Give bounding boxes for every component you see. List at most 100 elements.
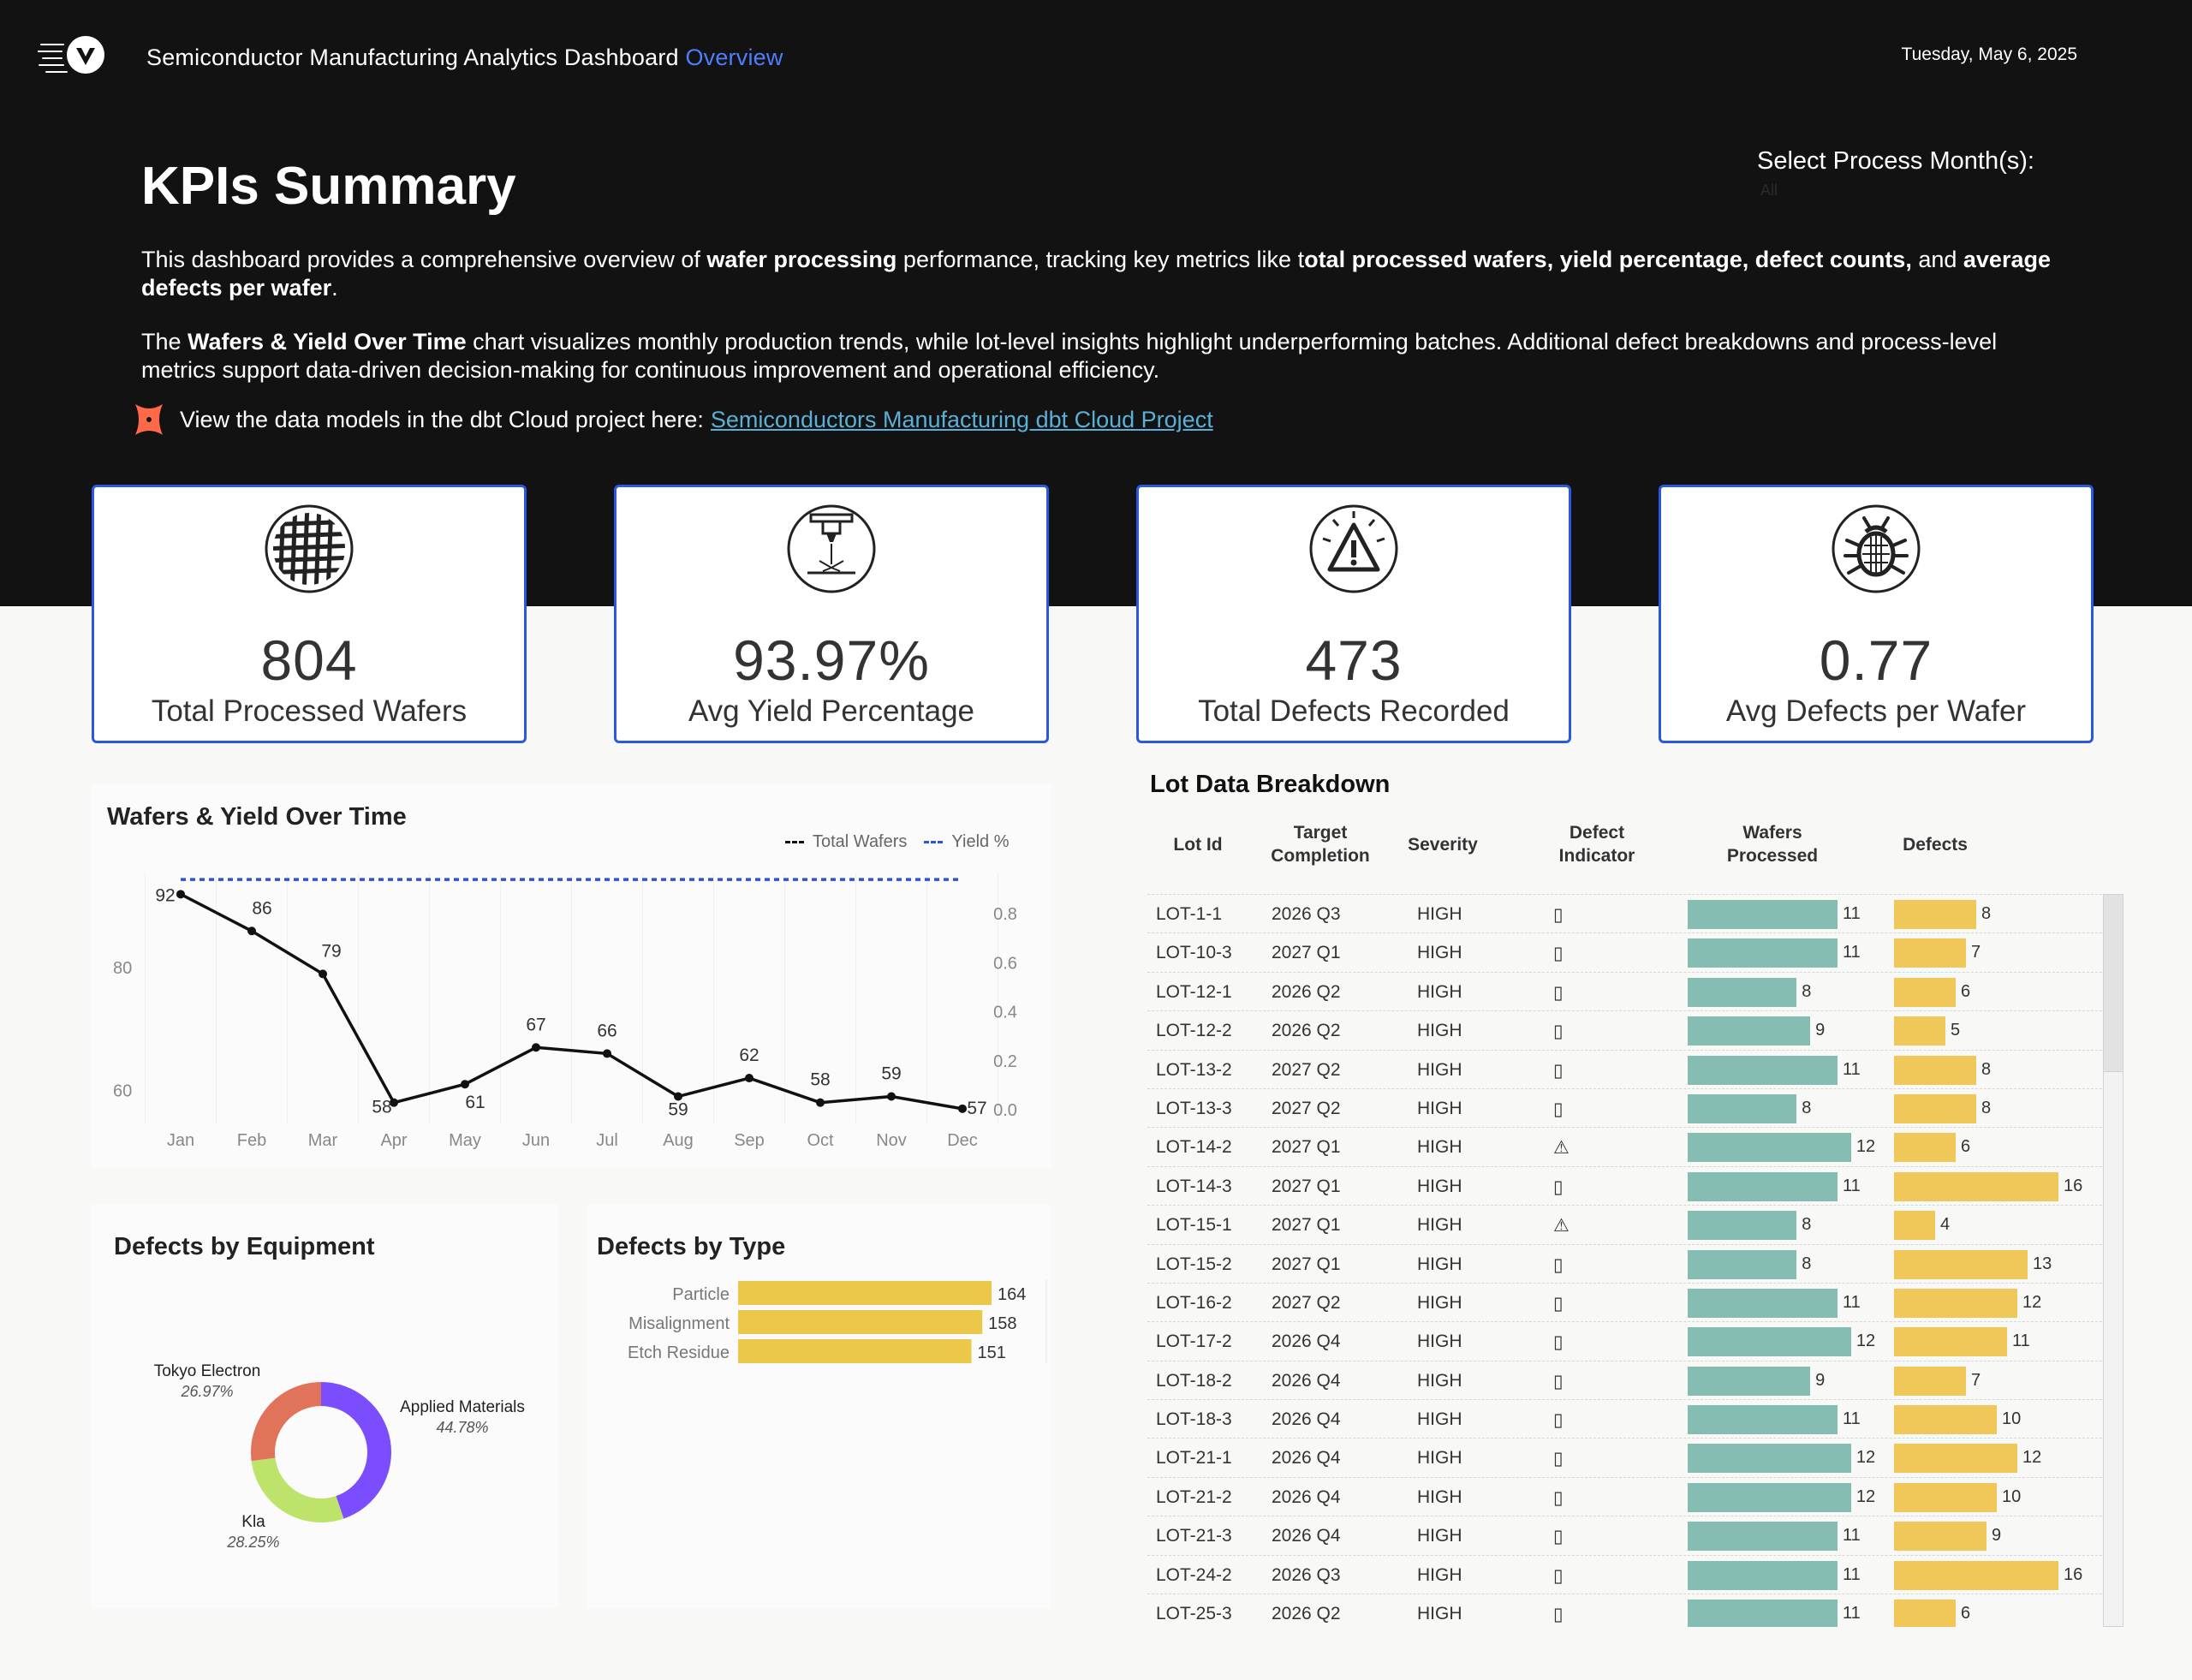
table-row[interactable]: LOT-13-3 2027 Q2 HIGH ▯ 8 8	[1147, 1087, 2102, 1127]
lot-table-scrollbar[interactable]	[2103, 894, 2124, 1627]
defects-bar	[1894, 1288, 2017, 1318]
month-filter-select[interactable]: All	[1760, 182, 1778, 199]
table-row[interactable]: LOT-12-1 2026 Q2 HIGH ▯ 8 6	[1147, 971, 2102, 1010]
table-row[interactable]: LOT-18-2 2026 Q4 HIGH ▯ 9 7	[1147, 1360, 2102, 1399]
defect-indicator-cell: ▯	[1553, 1565, 1564, 1586]
lot-id-cell: LOT-21-2	[1156, 1486, 1232, 1507]
table-row[interactable]: LOT-24-2 2026 Q3 HIGH ▯ 11 16	[1147, 1554, 2102, 1594]
table-row[interactable]: LOT-13-2 2027 Q2 HIGH ▯ 11 8	[1147, 1049, 2102, 1088]
wafers-processed-value: 11	[1843, 1604, 1861, 1623]
wafers-processed-value: 11	[1843, 1564, 1861, 1584]
defects-bar	[1894, 1093, 1976, 1123]
lot-id-cell: LOT-21-3	[1156, 1526, 1232, 1546]
x-tick-label: Sep	[734, 1131, 765, 1150]
table-row[interactable]: LOT-25-3 2026 Q2 HIGH ▯ 11 6	[1147, 1594, 2102, 1627]
x-tick-label: Nov	[876, 1131, 907, 1150]
wafers-processed-value: 8	[1802, 1215, 1812, 1235]
defect-indicator-cell: ▯	[1553, 1254, 1564, 1275]
defects-bar	[1894, 1522, 1986, 1552]
lot-id-cell: LOT-17-2	[1156, 1331, 1232, 1352]
col-header-wafers-processed[interactable]: Wafers Processed	[1726, 823, 1819, 866]
app-title: Semiconductor Manufacturing Analytics Da…	[146, 45, 783, 71]
defects-bar	[1894, 1444, 2017, 1474]
target-completion-cell: 2027 Q1	[1272, 1215, 1341, 1236]
target-completion-cell: 2026 Q4	[1272, 1526, 1341, 1546]
lot-id-cell: LOT-18-2	[1156, 1370, 1232, 1391]
defects-bar	[1894, 1482, 1997, 1512]
x-tick-label: May	[449, 1131, 481, 1150]
table-row[interactable]: LOT-1-1 2026 Q3 HIGH ▯ 11 8	[1147, 894, 2102, 932]
wafers-processed-value: 8	[1802, 1254, 1812, 1273]
dbt-logo-icon	[135, 404, 163, 435]
table-row[interactable]: LOT-14-3 2027 Q1 HIGH ▯ 11 16	[1147, 1165, 2102, 1205]
defects-value: 10	[2002, 1486, 2022, 1506]
col-header-target-completion[interactable]: Target Completion	[1271, 823, 1370, 866]
donut-slice	[321, 1382, 391, 1519]
target-completion-cell: 2027 Q2	[1272, 1292, 1341, 1313]
wafers-processed-value: 11	[1843, 1059, 1861, 1079]
table-row[interactable]: LOT-15-2 2027 Q1 HIGH ▯ 8 13	[1147, 1243, 2102, 1283]
target-completion-cell: 2027 Q2	[1272, 1059, 1341, 1080]
defect-type-label: Particle	[672, 1285, 730, 1304]
wafers-yield-chart: Jan Feb Mar Apr May Jun Jul Aug Sep Oct Nov Dec 60 80…	[113, 873, 1017, 1150]
lot-id-cell: LOT-10-3	[1156, 943, 1232, 963]
wafers-processed-value: 12	[1855, 1486, 1876, 1506]
defects-bar	[1894, 1366, 1966, 1396]
table-row[interactable]: LOT-10-3 2027 Q1 HIGH ▯ 11 7	[1147, 932, 2102, 971]
right-axis-tick: 0.4	[993, 1004, 1017, 1022]
col-header-defect-indicator[interactable]: Defect Indicator	[1558, 823, 1635, 866]
table-row[interactable]: LOT-16-2 2027 Q2 HIGH ▯ 11 12	[1147, 1282, 2102, 1321]
x-tick-label: Mar	[308, 1131, 338, 1150]
table-row[interactable]: LOT-15-1 2027 Q1 HIGH ⚠ 8 4	[1147, 1205, 2102, 1243]
wafers-processed-value: 9	[1815, 1370, 1826, 1390]
table-row[interactable]: LOT-21-3 2026 Q4 HIGH ▯ 11 9	[1147, 1516, 2102, 1554]
kpi-card-total-defects: 473 Total Defects Recorded	[1136, 485, 1571, 743]
lot-id-cell: LOT-13-2	[1156, 1059, 1232, 1080]
x-tick-label: Aug	[663, 1131, 694, 1150]
defects-bar	[1894, 1560, 2058, 1590]
defect-indicator-cell: ▯	[1553, 1410, 1564, 1431]
table-row[interactable]: LOT-12-2 2026 Q2 HIGH ▯ 9 5	[1147, 1010, 2102, 1049]
lot-id-cell: LOT-25-3	[1156, 1604, 1232, 1624]
wafer-grid-icon	[265, 504, 354, 593]
total-wafers-data-label: 59	[668, 1100, 688, 1120]
dbt-project-link[interactable]: Semiconductors Manufacturing dbt Cloud P…	[710, 406, 1213, 432]
warning-icon	[1309, 504, 1398, 593]
wafers-processed-bar	[1688, 1405, 1838, 1435]
defects-bar	[1894, 1171, 2058, 1201]
total-wafers-data-label: 58	[372, 1098, 391, 1117]
col-header-defects[interactable]: Defects	[1903, 835, 1968, 855]
defect-indicator-cell: ▯	[1553, 1449, 1564, 1469]
lot-id-cell: LOT-18-3	[1156, 1409, 1232, 1430]
kpi-card-avg-yield: 93.97% Avg Yield Percentage	[614, 485, 1049, 743]
target-completion-cell: 2027 Q1	[1272, 1254, 1341, 1274]
kpi-label: Total Defects Recorded	[1198, 694, 1510, 728]
target-completion-cell: 2026 Q4	[1272, 1331, 1341, 1352]
total-wafers-point	[887, 1092, 896, 1101]
lot-table-scrollbar-thumb[interactable]	[2104, 895, 2123, 1072]
defects-value: 7	[1971, 943, 1981, 962]
table-row[interactable]: LOT-14-2 2027 Q1 HIGH ⚠ 12 6	[1147, 1127, 2102, 1165]
total-wafers-point	[532, 1043, 540, 1052]
wafers-processed-bar	[1688, 1444, 1851, 1474]
target-completion-cell: 2027 Q1	[1272, 1176, 1341, 1196]
table-row[interactable]: LOT-21-1 2026 Q4 HIGH ▯ 12 12	[1147, 1438, 2102, 1476]
x-tick-label: Jun	[522, 1131, 550, 1150]
overview-link[interactable]: Overview	[685, 45, 783, 70]
target-completion-cell: 2026 Q2	[1272, 981, 1341, 1002]
col-header-lot-id[interactable]: Lot Id	[1173, 835, 1223, 855]
table-row[interactable]: LOT-21-2 2026 Q4 HIGH ▯ 12 10	[1147, 1476, 2102, 1516]
total-wafers-data-label: 86	[252, 898, 271, 918]
legend-label-total-wafers: Total Wafers	[813, 832, 908, 851]
col-header-severity[interactable]: Severity	[1408, 835, 1478, 855]
wafers-yield-legend: Total Wafers Yield %	[785, 832, 1009, 852]
wafers-processed-bar	[1688, 1482, 1851, 1512]
wafers-processed-bar	[1688, 1093, 1797, 1123]
severity-cell: HIGH	[1417, 1486, 1462, 1507]
table-row[interactable]: LOT-18-3 2026 Q4 HIGH ▯ 11 10	[1147, 1399, 2102, 1438]
brand-logo-icon	[38, 36, 104, 74]
defect-indicator-cell: ▯	[1553, 1099, 1564, 1119]
defect-type-bar	[738, 1281, 992, 1305]
total-wafers-point	[390, 1098, 398, 1107]
table-row[interactable]: LOT-17-2 2026 Q4 HIGH ▯ 12 11	[1147, 1321, 2102, 1360]
